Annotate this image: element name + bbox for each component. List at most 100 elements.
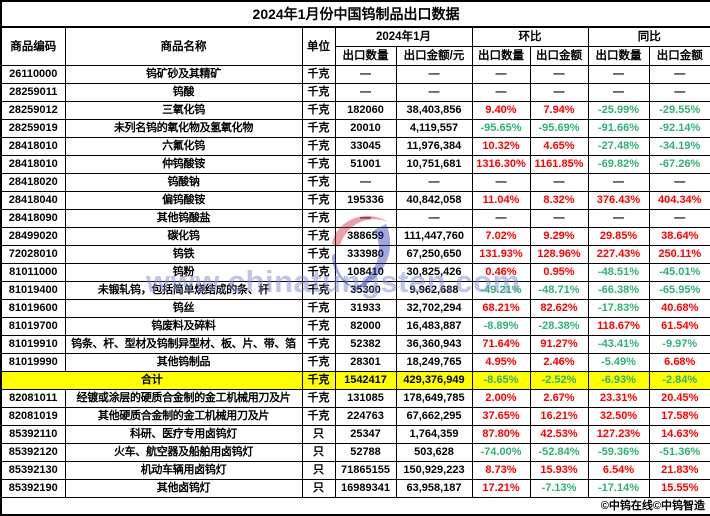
cell-export-qty: 25347 xyxy=(334,425,397,444)
cell-mom-amount: -52.84% xyxy=(529,443,589,462)
cell-mom-amount: — xyxy=(529,65,589,84)
cell-export-amount: 38,403,856 xyxy=(395,101,473,120)
cell-product-name: 合计 xyxy=(0,371,303,390)
table-row: 28499020 碳化钨 千克 388659 111,447,760 7.02% 9.29%… xyxy=(0,227,710,246)
cell-yoy-amount: -34.19% xyxy=(648,137,710,156)
cell-yoy-amount: 250.11% xyxy=(648,245,710,264)
table-row: 81019910 钨条、杆、型材及钨制异型材、板、片、带、箔 千克 52382 36,3… xyxy=(0,335,710,354)
cell-export-qty: 20010 xyxy=(334,119,397,138)
cell-mom-qty: 1316.30% xyxy=(471,155,531,174)
table-row: 85392190 其他卤钨灯只 16989341 63,958,187 17.21% -7… xyxy=(0,479,710,498)
table-row: 81019990 其他钨制品 千克 28301 18,249,765 4.95% 2.46%… xyxy=(0,353,710,372)
cell-unit: 千克 xyxy=(301,389,336,408)
cell-unit: 千克 xyxy=(301,263,336,282)
cell-yoy-amount: -65.95% xyxy=(648,281,710,300)
cell-export-amount: 10,751,681 xyxy=(395,155,473,174)
cell-mom-amount: — xyxy=(529,209,589,228)
cell-mom-qty: 131.93% xyxy=(471,245,531,264)
cell-mom-amount: 4.65% xyxy=(529,137,589,156)
cell-product-name: 钨铁 xyxy=(64,245,303,264)
cell-yoy-amount: — xyxy=(648,83,710,102)
cell-yoy-qty: -43.41% xyxy=(587,335,650,354)
cell-export-qty: 31933 xyxy=(334,299,397,318)
table-row: 28418090 其他钨酸盐 千克 — — — — — — xyxy=(0,209,710,228)
title-row: 2024年1月份中国钨制品出口数据 xyxy=(0,0,710,28)
cell-yoy-qty: — xyxy=(587,83,650,102)
cell-yoy-amount: -51.36% xyxy=(648,443,710,462)
cell-yoy-qty: -59.36% xyxy=(587,443,650,462)
cell-yoy-qty: 127.23% xyxy=(587,425,650,444)
cell-unit: 千克 xyxy=(301,173,336,192)
cell-yoy-amount: -9.97% xyxy=(648,335,710,354)
header-sub-row: 出口数量 出口金额/元 出口数量 出口金额 出口数量 出口金额 xyxy=(1,46,710,66)
cell-mom-qty: 87.80% xyxy=(471,425,531,444)
cell-export-amount: 30,825,426 xyxy=(395,263,473,282)
cell-export-qty: 333980 xyxy=(334,245,397,264)
table-row: 28418010 仲钨酸铵 千克 51001 10,751,681 1316.30% 116… xyxy=(0,155,710,174)
cell-export-qty: 195336 xyxy=(334,191,397,210)
table-row: 82081019 其他硬质合金制的金工机械用刀及片 千克 224763 67,662,2… xyxy=(0,407,710,426)
cell-export-amount: 67,250,650 xyxy=(395,245,473,264)
cell-mom-qty: 2.00% xyxy=(471,389,531,408)
cell-export-amount: — xyxy=(395,209,473,228)
cell-mom-amount: — xyxy=(529,83,589,102)
cell-product-code: 26110000 xyxy=(0,65,66,84)
cell-mom-qty: 8.73% xyxy=(471,461,531,480)
cell-yoy-amount: 17.58% xyxy=(648,407,710,426)
cell-product-code: 28499020 xyxy=(0,227,66,246)
copyright-text: ©中钨在线©中钨智造 xyxy=(0,497,710,516)
cell-yoy-amount: — xyxy=(648,65,710,84)
cell-product-name: 三氧化钨 xyxy=(64,101,303,120)
cell-yoy-qty: -66.38% xyxy=(587,281,650,300)
cell-product-code: 82081019 xyxy=(0,407,66,426)
cell-product-code: 28418010 xyxy=(0,155,66,174)
cell-export-qty: 71865155 xyxy=(334,461,397,480)
cell-product-code: 28418010 xyxy=(0,137,66,156)
cell-unit: 千克 xyxy=(301,245,336,264)
cell-product-code: 81019990 xyxy=(0,353,66,372)
cell-export-qty: 52382 xyxy=(334,335,397,354)
cell-product-name: 碳化钨 xyxy=(64,227,303,246)
cell-yoy-amount: -29.55% xyxy=(648,101,710,120)
table-row: 81019400 未锻轧钨，包括简单烧结成的条、杆 千克 35300 9,962,688… xyxy=(0,281,710,300)
cell-export-amount: 18,249,765 xyxy=(395,353,473,372)
col-header-mom-qty: 出口数量 xyxy=(471,46,531,66)
cell-unit: 千克 xyxy=(301,191,336,210)
cell-mom-amount: -2.52% xyxy=(529,371,589,390)
cell-yoy-qty: -27.48% xyxy=(587,137,650,156)
table-row: 81019700 钨废料及碎料 千克 82000 16,483,887 -8.89% -28… xyxy=(0,317,710,336)
cell-yoy-qty: 29.85% xyxy=(587,227,650,246)
cell-mom-amount: 7.94% xyxy=(529,101,589,120)
table-row: 85392120 火车、航空器及船舶用卤钨灯只 52788 503,628 -74.00… xyxy=(0,443,710,462)
cell-mom-amount: 9.29% xyxy=(529,227,589,246)
cell-product-code: 81011000 xyxy=(0,263,66,282)
table-row: 81019600 钨丝 千克 31933 32,702,294 68.21% 82.62% -… xyxy=(0,299,710,318)
cell-product-code: 28259019 xyxy=(0,119,66,138)
cell-yoy-qty: -91.66% xyxy=(587,119,650,138)
cell-export-amount: 9,962,688 xyxy=(395,281,473,300)
cell-product-name: 钨酸 xyxy=(64,83,303,102)
cell-yoy-amount: -92.14% xyxy=(648,119,710,138)
cell-yoy-amount: 20.45% xyxy=(648,389,710,408)
cell-mom-qty: -95.65% xyxy=(471,119,531,138)
cell-product-code: 81019700 xyxy=(0,317,66,336)
cell-mom-qty: 71.64% xyxy=(471,335,531,354)
cell-yoy-qty: -25.99% xyxy=(587,101,650,120)
page-title: 2024年1月份中国钨制品出口数据 xyxy=(0,0,710,28)
cell-product-name: 钨废料及碎料 xyxy=(64,317,303,336)
cell-yoy-qty: 118.67% xyxy=(587,317,650,336)
cell-product-name: 未锻轧钨，包括简单烧结成的条、杆 xyxy=(64,281,303,300)
cell-mom-amount: 0.95% xyxy=(529,263,589,282)
col-group-month: 2024年1月 xyxy=(334,26,473,47)
cell-export-amount: 150,929,223 xyxy=(395,461,473,480)
cell-mom-qty: 0.46% xyxy=(471,263,531,282)
cell-mom-amount: 91.27% xyxy=(529,335,589,354)
cell-yoy-amount: 404.34% xyxy=(648,191,710,210)
cell-product-name: 火车、航空器及船舶用卤钨灯 xyxy=(64,443,303,462)
col-group-mom: 环比 xyxy=(471,26,589,47)
cell-product-name: 机动车辆用卤钨灯 xyxy=(64,461,303,480)
table-body: 26110000 钨矿砂及其精矿 千克 — — — — — —28259011 钨酸 千克 — — — — —… xyxy=(0,65,710,498)
cell-export-qty: 108410 xyxy=(334,263,397,282)
cell-export-qty: 52788 xyxy=(334,443,397,462)
